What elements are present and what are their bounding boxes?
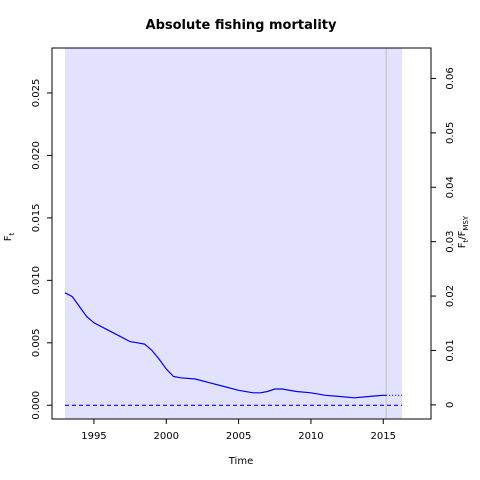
x-axis: 1995 2000 2005 2010 2015 bbox=[81, 418, 396, 442]
y-tick-label: 0.005 bbox=[31, 328, 42, 357]
y2-label-sub-msy: MSY bbox=[462, 215, 470, 230]
y2-tick-label: 0.04 bbox=[445, 176, 456, 198]
y-tick-label: 0.020 bbox=[31, 141, 42, 170]
series-solid-line bbox=[64, 292, 387, 399]
y2-tick-label: 0.06 bbox=[445, 67, 456, 89]
y-axis-right: 0 0.01 0.02 0.03 0.04 0.05 0.06 bbox=[431, 67, 456, 408]
y-tick-label: 0.015 bbox=[31, 204, 42, 233]
y-axis-label-sub: t bbox=[8, 232, 16, 235]
x-axis-label: Time bbox=[228, 456, 253, 467]
y2-label-slash-f: /F bbox=[457, 230, 468, 239]
y-tick-label: 0.000 bbox=[31, 391, 42, 420]
y2-label-f: F bbox=[457, 242, 468, 248]
x-tick-label: 2010 bbox=[298, 431, 323, 442]
y-axis-label: Ft bbox=[3, 232, 16, 241]
y2-axis-label: Ft/FMSY bbox=[457, 215, 470, 248]
y-tick-label: 0.025 bbox=[31, 79, 42, 108]
confidence-band bbox=[65, 48, 403, 419]
x-tick-label: 2015 bbox=[371, 431, 396, 442]
x-tick-label: 2000 bbox=[154, 431, 179, 442]
y2-tick-label: 0.02 bbox=[445, 285, 456, 307]
y2-tick-label: 0 bbox=[445, 402, 456, 408]
series-layer bbox=[64, 292, 403, 406]
chart-title: Absolute fishing mortality bbox=[146, 18, 337, 33]
y-tick-label: 0.010 bbox=[31, 266, 42, 295]
y-axis-left: 0.000 0.005 0.010 0.015 0.020 0.025 bbox=[31, 79, 52, 420]
x-tick-label: 2005 bbox=[226, 431, 251, 442]
x-tick-label: 1995 bbox=[81, 431, 106, 442]
y2-label-sub-t: t bbox=[462, 239, 470, 242]
y2-tick-label: 0.05 bbox=[445, 122, 456, 144]
y-axis-label-main: F bbox=[3, 235, 14, 241]
y2-tick-label: 0.01 bbox=[445, 339, 456, 361]
y2-tick-label: 0.03 bbox=[445, 231, 456, 253]
